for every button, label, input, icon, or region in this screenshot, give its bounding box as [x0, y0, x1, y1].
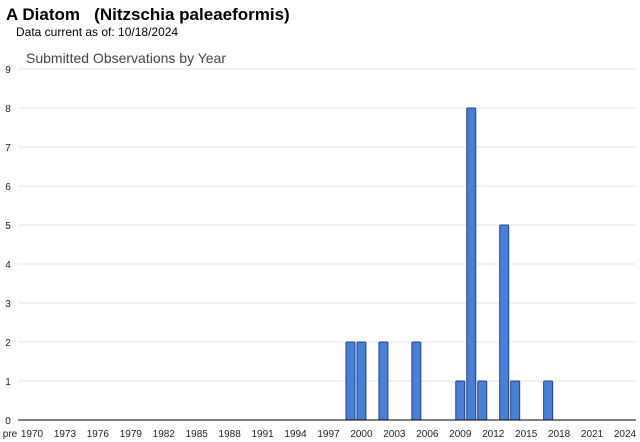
bar: [466, 107, 477, 421]
x-tick-label: 2024: [614, 429, 637, 440]
x-tick-label: 1994: [284, 429, 307, 440]
x-tick-label: 1976: [87, 429, 110, 440]
bar: [455, 380, 466, 421]
x-tick-label: 1997: [317, 429, 340, 440]
bar: [510, 380, 521, 421]
bar: [543, 380, 554, 421]
x-tick-label: pre: [3, 429, 18, 440]
x-tick-label: 1970: [21, 429, 44, 440]
x-tick-label: 2009: [449, 429, 472, 440]
y-tick-label: 3: [5, 299, 11, 310]
x-tick-label: 2012: [482, 429, 505, 440]
y-tick-label: 7: [5, 143, 11, 154]
x-tick-label: 1979: [120, 429, 143, 440]
bar: [345, 341, 356, 421]
x-tick-label: 1973: [54, 429, 77, 440]
y-tick-label: 0: [5, 416, 11, 427]
bars: [345, 107, 554, 421]
bar: [499, 224, 510, 421]
data-date-subtitle: Data current as of: 10/18/2024: [16, 25, 179, 39]
bar: [356, 341, 367, 421]
y-tick-label: 6: [5, 182, 11, 193]
y-tick-label: 5: [5, 221, 11, 232]
x-axis-ticks: pre 1970 1973 1976 1979 1982 1985 1988 1991 1994 1…: [3, 429, 637, 440]
y-tick-label: 1: [5, 377, 11, 388]
y-tick-label: 2: [5, 338, 11, 349]
bar: [477, 380, 488, 421]
y-tick-label: 8: [5, 104, 11, 115]
x-tick-label: 2018: [548, 429, 571, 440]
x-tick-label: 1991: [251, 429, 274, 440]
bar: [378, 341, 389, 421]
chart-title: Submitted Observations by Year: [26, 50, 226, 66]
y-tick-label: 9: [5, 65, 11, 76]
x-tick-label: 1982: [153, 429, 176, 440]
x-tick-label: 1985: [186, 429, 209, 440]
x-tick-label: 2021: [581, 429, 604, 440]
x-tick-label: 1988: [219, 429, 242, 440]
x-tick-label: 2015: [515, 429, 538, 440]
bar: [411, 341, 422, 421]
x-tick-label: 2006: [416, 429, 439, 440]
page-title: A Diatom (Nitzschia paleaeformis): [6, 5, 290, 24]
x-tick-label: 2003: [383, 429, 406, 440]
grid-lines: [18, 68, 636, 382]
y-tick-label: 4: [5, 260, 11, 271]
y-axis-ticks: 0 1 2 3 4 5 6 7 8 9: [5, 65, 11, 427]
x-tick-label: 2000: [350, 429, 373, 440]
